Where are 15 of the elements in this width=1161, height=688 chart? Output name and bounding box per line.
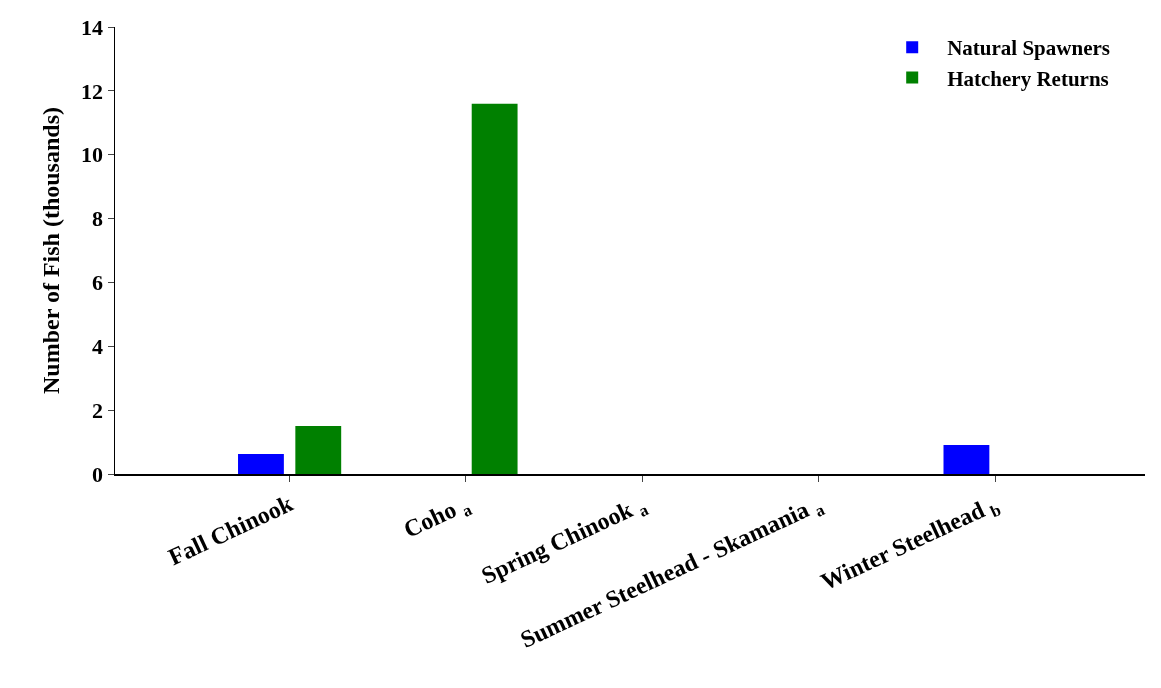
- y-axis-title: Number of Fish (thousands): [38, 107, 65, 394]
- y-tick-label: 6: [92, 270, 104, 296]
- bar: [471, 103, 518, 474]
- y-tick-label: 8: [92, 206, 104, 232]
- y-tick-label: 14: [81, 14, 104, 40]
- y-tick-label: 0: [92, 461, 104, 487]
- bar: [295, 426, 342, 474]
- y-tick-label: 10: [81, 142, 104, 168]
- y-tick-label: 12: [81, 78, 104, 104]
- legend-label: Natural Spawners: [947, 36, 1110, 61]
- y-tick-label: 2: [92, 397, 104, 423]
- bar: [943, 444, 990, 474]
- bar: [238, 453, 284, 474]
- y-tick-label: 4: [92, 333, 104, 359]
- legend-label: Hatchery Returns: [947, 66, 1109, 91]
